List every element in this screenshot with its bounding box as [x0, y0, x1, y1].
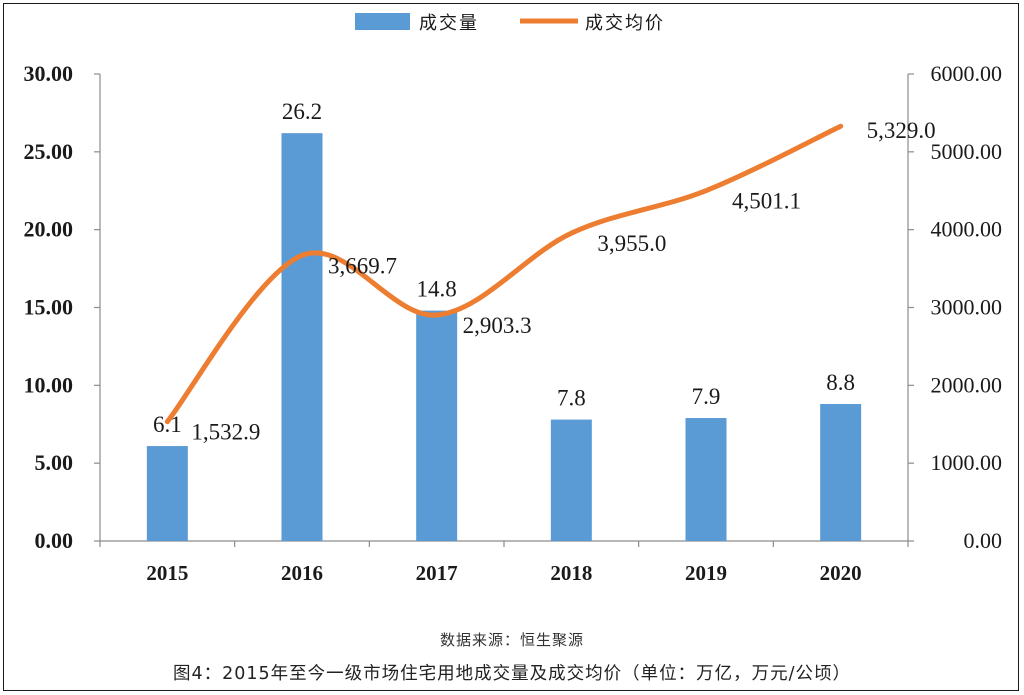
line-value-label: 1,532.9 — [191, 420, 260, 445]
legend: 成交量 成交均价 — [355, 13, 665, 34]
left-tick-label: 20.00 — [24, 217, 74, 242]
right-tick-label: 2000.00 — [931, 372, 1003, 397]
right-y-ticks: 0.00 1000.00 2000.00 3000.00 4000.00 5000.00 6… — [908, 61, 1002, 553]
bar-value-label: 8.8 — [826, 370, 855, 395]
line-value-label: 3,669.7 — [328, 253, 397, 278]
right-tick-label: 0.00 — [964, 528, 1003, 553]
bar — [550, 419, 592, 541]
x-ticks: 2015 2016 2017 2018 2019 2020 — [99, 541, 909, 585]
bar-value-label: 7.9 — [692, 384, 721, 409]
line-series — [164, 123, 844, 425]
bar — [685, 418, 727, 541]
left-tick-label: 30.00 — [24, 61, 74, 86]
left-y-ticks: 0.00 5.00 10.00 15.00 20.00 25.00 30.00 — [24, 61, 100, 553]
figure-caption: 图4：2015年至今一级市场住宅用地成交量及成交均价（单位：万亿，万元/公顷） — [173, 664, 851, 684]
chart-frame — [3, 3, 1019, 691]
bar — [281, 133, 323, 542]
legend-bar-label: 成交量 — [419, 13, 479, 34]
line-data-labels: 1,532.9 3,669.7 2,903.3 3,955.0 4,501.1 5,329… — [191, 118, 935, 444]
left-tick-label: 15.00 — [24, 295, 74, 320]
axes — [99, 74, 909, 542]
right-tick-label: 3000.00 — [931, 295, 1003, 320]
bar-series — [146, 133, 862, 542]
bar-value-label: 6.1 — [153, 412, 182, 437]
bar — [416, 310, 458, 541]
bar — [820, 404, 862, 541]
bar-value-label: 26.2 — [282, 99, 322, 124]
right-tick-label: 1000.00 — [931, 450, 1003, 475]
line-value-label: 2,903.3 — [463, 313, 532, 338]
right-tick-label: 4000.00 — [931, 217, 1003, 242]
left-tick-label: 5.00 — [35, 450, 74, 475]
avg-price-line — [164, 123, 844, 425]
source-note: 数据来源：恒生聚源 — [440, 631, 584, 649]
bar-data-labels: 6.1 26.2 14.8 7.8 7.9 8.8 — [153, 99, 855, 437]
x-tick-label: 2020 — [820, 561, 862, 585]
line-value-label: 5,329.0 — [867, 118, 936, 143]
line-value-label: 3,955.0 — [597, 231, 666, 256]
bar-value-label: 14.8 — [417, 277, 457, 302]
legend-bar-swatch — [355, 13, 410, 30]
x-tick-label: 2018 — [550, 561, 592, 585]
x-tick-label: 2017 — [416, 561, 458, 585]
left-tick-label: 10.00 — [24, 372, 74, 397]
bar — [146, 446, 188, 541]
bar-value-label: 7.8 — [557, 386, 586, 411]
right-tick-label: 5000.00 — [931, 139, 1003, 164]
x-tick-label: 2015 — [146, 561, 188, 585]
left-tick-label: 25.00 — [24, 139, 74, 164]
x-tick-label: 2019 — [685, 561, 727, 585]
x-tick-label: 2016 — [281, 561, 323, 585]
right-tick-label: 6000.00 — [931, 61, 1003, 86]
line-value-label: 4,501.1 — [732, 189, 801, 214]
legend-line-label: 成交均价 — [585, 13, 665, 34]
left-tick-label: 0.00 — [35, 528, 74, 553]
